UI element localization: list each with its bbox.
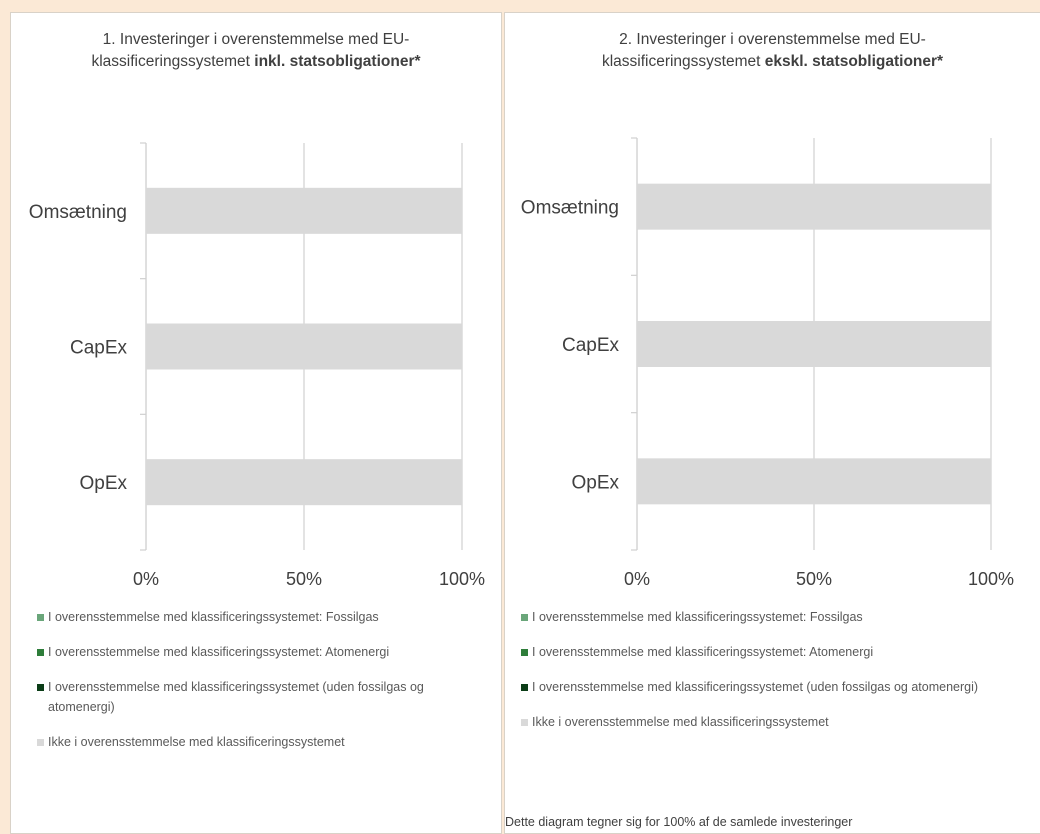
legend-swatch <box>37 649 44 656</box>
bar-chart-2: 0% 50% 100% Omsætning CapEx OpEx <box>521 137 1014 589</box>
chart-title-1-bold: inkl. statsobligationer* <box>254 53 421 70</box>
chart-panel-1: 1. Investeringer i overenstemmelse med E… <box>10 12 502 834</box>
legend-item: I overensstemmelse med klassificeringssy… <box>521 677 981 697</box>
category-label: Omsætning <box>521 198 619 219</box>
legend-1: I overensstemmelse med klassificeringssy… <box>37 607 457 767</box>
x-tick-label: 0% <box>133 569 159 589</box>
bar <box>146 459 462 506</box>
chart-title-2-bold: ekskl. statsobligationer* <box>764 53 944 70</box>
legend-item: Ikke i overensstemmelse med klassificeri… <box>521 712 981 732</box>
chart-panel-2: 2. Investeringer i overenstemmelse med E… <box>504 12 1040 834</box>
footnote: Dette diagram tegner sig for 100% af de … <box>505 815 853 829</box>
category-label: OpEx <box>571 472 619 493</box>
legend-item: Ikke i overensstemmelse med klassificeri… <box>37 732 457 752</box>
x-tick-label: 50% <box>286 569 322 589</box>
bar <box>637 321 991 367</box>
legend-label: Ikke i overensstemmelse med klassificeri… <box>532 715 829 729</box>
chart-title-2-text: 2. Investeringer i overenstemmelse med E… <box>601 31 926 70</box>
legend-swatch <box>37 684 44 691</box>
chart-title-1-text: 1. Investeringer i overenstemmelse med E… <box>91 31 410 70</box>
legend-label: I overensstemmelse med klassificeringssy… <box>532 645 874 659</box>
chart-title-1: 1. Investeringer i overenstemmelse med E… <box>11 29 501 73</box>
legend-item: I overensstemmelse med klassificeringssy… <box>37 642 457 662</box>
category-label: Omsætning <box>29 202 127 223</box>
bar <box>146 323 462 370</box>
x-tick-label: 50% <box>796 569 832 589</box>
legend-2: I overensstemmelse med klassificeringssy… <box>521 607 981 747</box>
chart-title-2: 2. Investeringer i overenstemmelse med E… <box>505 29 1040 73</box>
legend-item: I overensstemmelse med klassificeringssy… <box>521 607 981 627</box>
legend-label: I overensstemmelse med klassificeringssy… <box>48 680 424 714</box>
legend-item: I overensstemmelse med klassificeringssy… <box>37 677 457 717</box>
legend-item: I overensstemmelse med klassificeringssy… <box>37 607 457 627</box>
bar <box>146 187 462 234</box>
legend-label: I overensstemmelse med klassificeringssy… <box>532 610 863 624</box>
category-label: CapEx <box>562 335 620 356</box>
legend-swatch <box>521 684 528 691</box>
legend-swatch <box>37 614 44 621</box>
x-tick-label: 0% <box>624 569 650 589</box>
x-tick-label: 100% <box>439 569 485 589</box>
legend-item: I overensstemmelse med klassificeringssy… <box>521 642 981 662</box>
bar <box>637 183 991 230</box>
legend-label: I overensstemmelse med klassificeringssy… <box>48 645 390 659</box>
legend-swatch <box>521 614 528 621</box>
legend-label: I overensstemmelse med klassificeringssy… <box>532 680 979 694</box>
category-label: OpEx <box>79 473 127 494</box>
legend-swatch <box>521 719 528 726</box>
category-label: CapEx <box>70 338 128 359</box>
legend-swatch <box>37 739 44 746</box>
bar <box>637 458 991 505</box>
bar-chart-1: 0% 50% 100% Omsætning CapEx OpEx <box>29 142 485 589</box>
legend-label: Ikke i overensstemmelse med klassificeri… <box>48 735 345 749</box>
legend-swatch <box>521 649 528 656</box>
x-tick-label: 100% <box>968 569 1014 589</box>
legend-label: I overensstemmelse med klassificeringssy… <box>48 610 379 624</box>
